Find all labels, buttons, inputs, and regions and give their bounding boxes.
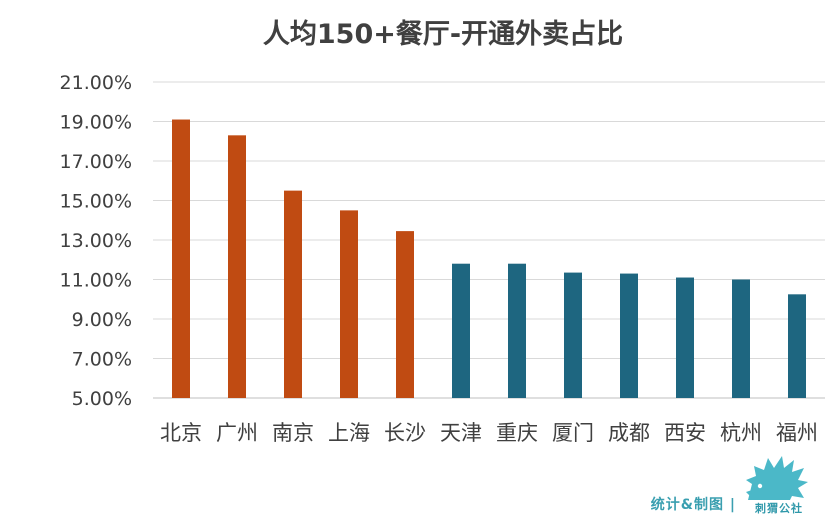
x-tick-label: 北京 [160, 421, 202, 445]
x-tick-label: 厦门 [552, 421, 594, 445]
x-tick-label: 福州 [776, 421, 818, 445]
bar [508, 263, 526, 398]
footer: 统计&制图 | 刺猬公社 [651, 454, 812, 516]
bars [172, 119, 806, 399]
gridlines [153, 81, 825, 399]
x-tick-label: 南京 [272, 421, 314, 445]
bar [228, 135, 246, 398]
x-tick-label: 广州 [216, 421, 258, 445]
y-tick-label: 21.00% [60, 72, 132, 94]
y-axis: 21.00% 19.00% 17.00% 15.00% 13.00% 11.00% 9.00… [60, 72, 132, 410]
x-tick-label: 上海 [328, 421, 370, 445]
y-tick-label: 19.00% [60, 112, 132, 134]
y-tick-label: 5.00% [72, 388, 132, 410]
bar [284, 190, 302, 398]
bar [452, 263, 470, 398]
bar [172, 119, 190, 399]
y-tick-label: 17.00% [60, 151, 132, 173]
bar [676, 277, 694, 398]
x-tick-label: 重庆 [496, 421, 538, 445]
bar [396, 231, 414, 398]
hedgehog-logo: 刺猬公社 [742, 454, 812, 516]
bar [732, 279, 750, 398]
x-tick-label: 杭州 [720, 421, 762, 445]
y-tick-label: 7.00% [72, 349, 132, 371]
x-tick-label: 长沙 [384, 421, 426, 445]
bar [564, 272, 582, 398]
y-tick-label: 11.00% [60, 270, 132, 292]
x-axis: 北京 广州 南京 上海 长沙 天津 重庆 厦门 成都 西安 杭州 福州 [160, 421, 818, 445]
bar [620, 273, 638, 398]
chart-title: 人均150+餐厅-开通外卖占比 [263, 19, 623, 50]
x-tick-label: 成都 [608, 421, 650, 445]
y-tick-label: 9.00% [72, 309, 132, 331]
x-tick-label: 西安 [664, 421, 706, 445]
x-tick-label: 天津 [440, 421, 482, 445]
logo-text: 刺猬公社 [755, 502, 803, 515]
hedgehog-icon [746, 456, 808, 500]
y-tick-label: 13.00% [60, 230, 132, 252]
bar [788, 294, 806, 398]
credit-text: 统计&制图 | [650, 497, 736, 513]
bar [340, 210, 358, 398]
y-tick-label: 15.00% [60, 191, 132, 213]
